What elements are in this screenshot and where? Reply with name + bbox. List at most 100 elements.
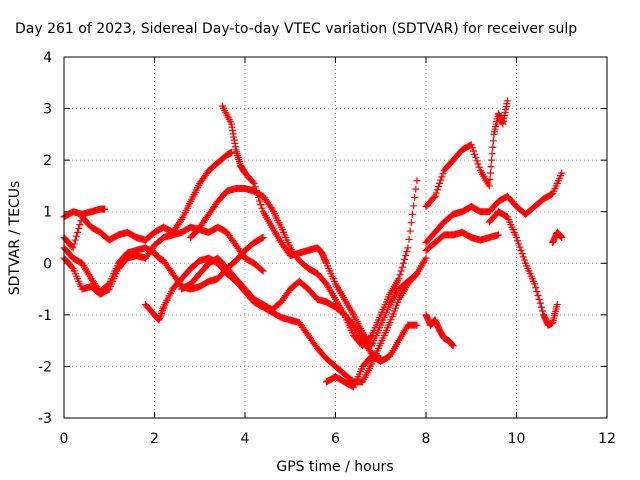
data-point-marker bbox=[487, 163, 495, 171]
x-tick-label: 2 bbox=[150, 431, 159, 447]
data-point-marker bbox=[473, 157, 481, 165]
data-point-marker bbox=[433, 186, 441, 194]
data-point-marker bbox=[436, 179, 444, 187]
series-arc-14 bbox=[485, 208, 561, 329]
data-point-marker bbox=[258, 204, 266, 212]
data-point-marker bbox=[413, 177, 421, 185]
data-point-marker bbox=[472, 154, 480, 162]
data-point-marker bbox=[410, 202, 418, 210]
data-point-marker bbox=[535, 295, 543, 303]
data-point-marker bbox=[467, 141, 475, 149]
data-point-marker bbox=[534, 292, 542, 300]
data-point-marker bbox=[396, 271, 404, 279]
series-arc-9 bbox=[322, 321, 421, 391]
series-arc-10 bbox=[422, 311, 457, 350]
data-point-marker bbox=[494, 231, 502, 239]
x-axis-label: GPS time / hours bbox=[276, 459, 393, 475]
y-tick-label: -1 bbox=[38, 308, 52, 324]
data-point-marker bbox=[75, 224, 83, 232]
series-arc-7 bbox=[218, 102, 421, 350]
data-point-marker bbox=[485, 182, 493, 190]
data-point-marker bbox=[520, 256, 528, 264]
data-point-marker bbox=[397, 267, 405, 275]
data-point-marker bbox=[412, 271, 420, 279]
y-tick-label: 0 bbox=[43, 256, 52, 272]
series-arc-2 bbox=[60, 148, 235, 252]
data-point-marker bbox=[533, 288, 541, 296]
series-arc-15 bbox=[549, 228, 566, 247]
data-point-marker bbox=[104, 281, 112, 289]
series-arc-8 bbox=[187, 177, 421, 350]
data-point-marker bbox=[101, 205, 109, 213]
data-point-marker bbox=[430, 194, 438, 202]
data-point-marker bbox=[267, 204, 275, 212]
data-point-marker bbox=[449, 342, 457, 350]
data-point-marker bbox=[399, 259, 407, 267]
x-tick-label: 8 bbox=[422, 431, 431, 447]
data-point-marker bbox=[489, 143, 497, 151]
data-point-marker bbox=[401, 255, 409, 263]
data-point-marker bbox=[471, 150, 479, 158]
y-tick-label: 3 bbox=[43, 102, 52, 118]
data-point-marker bbox=[413, 321, 421, 329]
x-tick-label: 4 bbox=[241, 431, 250, 447]
data-point-marker bbox=[408, 210, 416, 218]
data-point-marker bbox=[250, 179, 258, 187]
data-point-marker bbox=[513, 234, 520, 241]
x-tick-label: 10 bbox=[508, 431, 526, 447]
data-point-marker bbox=[432, 189, 440, 197]
data-point-marker bbox=[468, 144, 476, 152]
data-point-marker bbox=[407, 219, 415, 227]
y-tick-label: -3 bbox=[38, 411, 52, 427]
x-tick-label: 12 bbox=[598, 431, 616, 447]
data-point-marker bbox=[558, 234, 566, 241]
series-arc-3 bbox=[60, 223, 267, 298]
data-point-marker bbox=[395, 275, 403, 283]
y-tick-label: 1 bbox=[43, 205, 52, 221]
y-tick-label: 2 bbox=[43, 153, 52, 169]
data-point-marker bbox=[439, 170, 447, 178]
data-point-marker bbox=[259, 234, 267, 241]
data-point-marker bbox=[68, 263, 76, 271]
y-axis-label: SDTVAR / TECUs bbox=[7, 181, 23, 296]
data-point-marker bbox=[488, 150, 496, 158]
data-point-marker bbox=[515, 240, 523, 248]
data-point-marker bbox=[531, 280, 539, 288]
y-tick-label: 4 bbox=[43, 50, 52, 66]
series-arc-4 bbox=[60, 234, 267, 296]
data-point-marker bbox=[489, 137, 497, 145]
data-point-marker bbox=[72, 232, 80, 240]
data-point-marker bbox=[519, 253, 527, 261]
data-point-marker bbox=[532, 284, 540, 292]
data-point-marker bbox=[518, 250, 526, 258]
series-arc-11 bbox=[422, 97, 511, 211]
data-point-marker bbox=[553, 301, 561, 309]
data-point-marker bbox=[536, 299, 544, 307]
data-point-marker bbox=[431, 192, 439, 200]
data-point-marker bbox=[517, 246, 525, 254]
data-point-marker bbox=[258, 234, 266, 242]
x-tick-label: 0 bbox=[60, 431, 69, 447]
data-point-marker bbox=[411, 194, 419, 202]
data-point-marker bbox=[403, 248, 411, 256]
data-point-marker bbox=[537, 303, 545, 311]
data-point-marker bbox=[69, 244, 77, 252]
data-point-marker bbox=[437, 176, 445, 184]
data-point-marker bbox=[71, 236, 79, 244]
series-arc-12 bbox=[422, 169, 566, 247]
data-point-marker bbox=[259, 267, 267, 275]
y-tick-label: -2 bbox=[38, 359, 52, 375]
data-point-marker bbox=[558, 169, 566, 177]
data-point-marker bbox=[474, 160, 482, 168]
data-point-marker bbox=[404, 244, 412, 252]
data-point-marker bbox=[398, 263, 406, 271]
data-point-marker bbox=[256, 197, 264, 205]
data-point-marker bbox=[438, 173, 446, 181]
data-point-marker bbox=[413, 270, 421, 278]
data-point-marker bbox=[227, 148, 235, 156]
data-point-marker bbox=[412, 185, 420, 193]
data-point-marker bbox=[486, 169, 494, 177]
data-point-marker bbox=[257, 201, 265, 209]
data-markers bbox=[60, 97, 566, 391]
